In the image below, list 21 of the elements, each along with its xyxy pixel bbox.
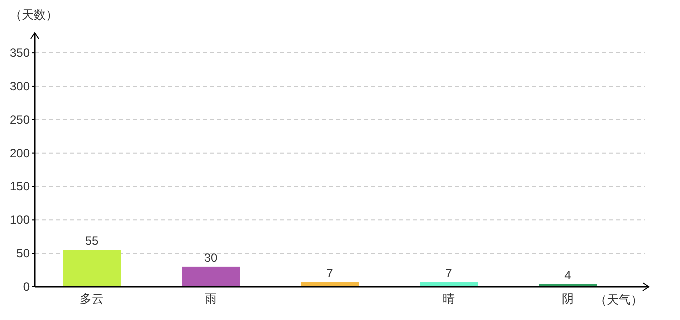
y-tick-label: 0 bbox=[23, 280, 30, 294]
data-label: 4 bbox=[564, 268, 572, 282]
x-tick-label: 晴 bbox=[443, 292, 455, 306]
bar bbox=[63, 250, 121, 287]
y-tick-label: 150 bbox=[10, 180, 30, 194]
y-axis-title: （天数） bbox=[10, 8, 58, 22]
y-tick-label: 350 bbox=[10, 46, 30, 60]
data-label: 30 bbox=[204, 250, 218, 265]
x-tick-label: 阴 bbox=[562, 292, 574, 306]
bar bbox=[182, 266, 240, 287]
x-tick-label: 雨 bbox=[205, 292, 217, 306]
y-tick-label: 100 bbox=[10, 213, 30, 228]
y-tick-label: 300 bbox=[10, 79, 30, 94]
data-label: 7 bbox=[446, 266, 453, 280]
data-label: 55 bbox=[85, 234, 99, 248]
x-axis-title: （天气） bbox=[595, 293, 643, 307]
y-tick-label: 250 bbox=[10, 112, 30, 127]
data-label: 7 bbox=[326, 266, 334, 280]
y-tick-label: 200 bbox=[10, 146, 30, 160]
y-tick-label: 50 bbox=[16, 246, 30, 261]
x-tick-label: 多云 bbox=[80, 292, 104, 306]
